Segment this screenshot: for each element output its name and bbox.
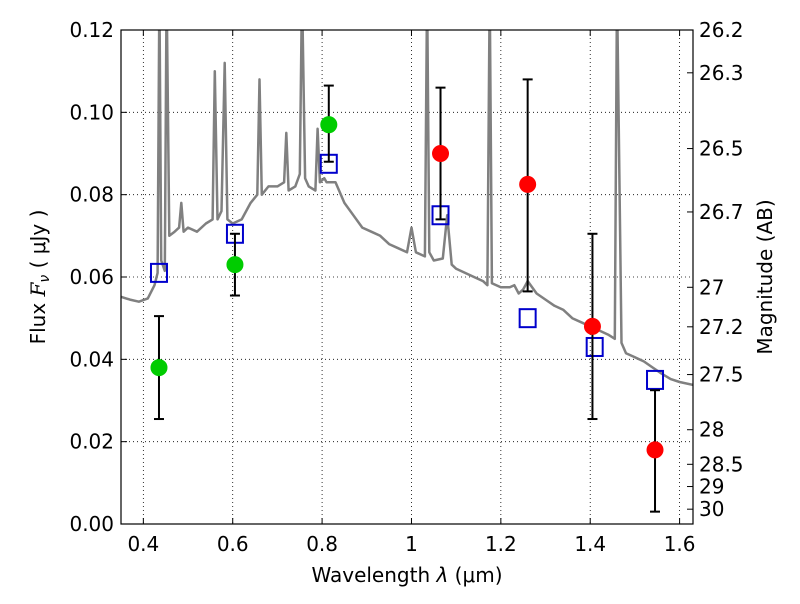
x-axis-symbol: λ	[435, 563, 448, 587]
model-spectrum-line	[121, 30, 693, 387]
y2-tick-label: 27.2	[699, 315, 744, 339]
detection-point	[320, 116, 338, 134]
x-axis-title: Wavelength λ (μm)	[311, 563, 502, 587]
model-photometry-square	[646, 369, 665, 390]
y2-tick-label: 28.5	[699, 452, 744, 476]
y2-tick-label: 26.5	[699, 137, 744, 161]
x-tick-label: 1.2	[485, 532, 517, 556]
y2-tick-label: 30	[699, 497, 724, 521]
y2-tick-label: 27.5	[699, 363, 744, 387]
y2-tick-label: 26.7	[699, 200, 744, 224]
detection-point	[583, 317, 601, 335]
x-tick-label: 0.4	[127, 532, 159, 556]
y-axis-subscript: ν	[37, 275, 53, 283]
model-photometry-square	[149, 262, 168, 283]
detection-point	[519, 175, 537, 193]
y2-tick-label: 26.2	[699, 18, 744, 42]
y-tick-label: 0.12	[69, 18, 114, 42]
y-tick-label: 0.08	[69, 183, 114, 207]
y-axis-title: Flux Fν ( μJy )	[26, 210, 53, 345]
plot-background	[121, 30, 693, 524]
x-tick-label: 0.6	[217, 532, 249, 556]
x-tick-label: 1.4	[574, 532, 606, 556]
detection-point	[150, 359, 168, 377]
y2-tick-label: 27	[699, 275, 724, 299]
x-tick-label: 0.8	[306, 532, 338, 556]
y2-tick-label: 26.3	[699, 61, 744, 85]
detection-point	[226, 256, 244, 274]
y-tick-label: 0.06	[69, 265, 114, 289]
y-axis-symbol: F	[26, 281, 50, 297]
y-tick-label: 0.04	[69, 347, 114, 371]
x-tick-label: 1.6	[664, 532, 696, 556]
y2-tick-label: 29	[699, 475, 724, 499]
data-layer	[121, 30, 693, 513]
model-photometry-square	[585, 336, 604, 357]
y2-axis-title: Magnitude (AB)	[753, 199, 777, 354]
y-tick-label: 0.00	[69, 512, 114, 536]
y2-tick-label: 28	[699, 418, 724, 442]
y-tick-label: 0.02	[69, 430, 114, 454]
model-photometry-square	[518, 308, 537, 329]
detection-point	[646, 441, 664, 459]
y-tick-label: 0.10	[69, 100, 114, 124]
x-tick-label: 1	[405, 532, 418, 556]
axis-ticks: 0.4 0.6 0.8 1 1.2 1.4 1.6 0.00 0.02 0.04 0.06 0.08 0…	[69, 18, 743, 556]
detection-point	[432, 145, 450, 162]
